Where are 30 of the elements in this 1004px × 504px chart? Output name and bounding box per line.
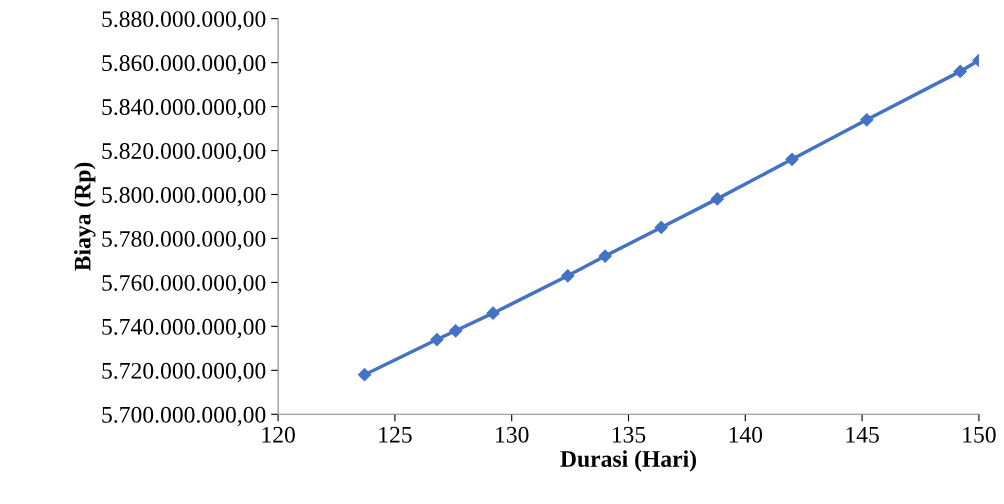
x-tick-label: 140 — [729, 426, 763, 443]
y-tick-label: 5.820.000.000,00 — [102, 143, 266, 163]
point — [430, 332, 444, 347]
x-axis-title: Durasi (Hari) — [560, 450, 696, 472]
point — [860, 113, 874, 127]
y-tick-label: 5.740.000.000,00 — [102, 318, 266, 339]
point — [710, 192, 724, 206]
point — [598, 249, 612, 263]
x-tick-label: 150 — [963, 426, 996, 443]
point — [357, 368, 372, 382]
x-tick-label: 120 — [262, 426, 295, 443]
y-tick-label: 5.800.000.000,00 — [102, 186, 266, 207]
y-axis-title: Biaya (Rp) — [73, 162, 96, 271]
y-tick-label: 5.880.000.000,00 — [102, 11, 266, 31]
point — [785, 152, 799, 166]
point — [654, 220, 668, 235]
point — [953, 64, 967, 78]
point — [561, 269, 575, 283]
x-tick-label: 130 — [496, 426, 529, 443]
y-tick-label: 5.700.000.000,00 — [102, 406, 266, 427]
point — [486, 306, 500, 320]
point — [449, 324, 463, 338]
x-tick-label: 135 — [612, 426, 646, 443]
x-tick-label: 125 — [379, 426, 412, 443]
y-tick-label: 5.720.000.000,00 — [102, 362, 266, 383]
y-tick-label: 5.840.000.000,00 — [102, 99, 266, 119]
y-tick-label: 5.760.000.000,00 — [102, 274, 266, 295]
y-tick-label: 5.860.000.000,00 — [102, 55, 266, 75]
x-tick-label: 145 — [846, 426, 879, 443]
y-tick-label: 5.780.000.000,00 — [102, 230, 266, 251]
